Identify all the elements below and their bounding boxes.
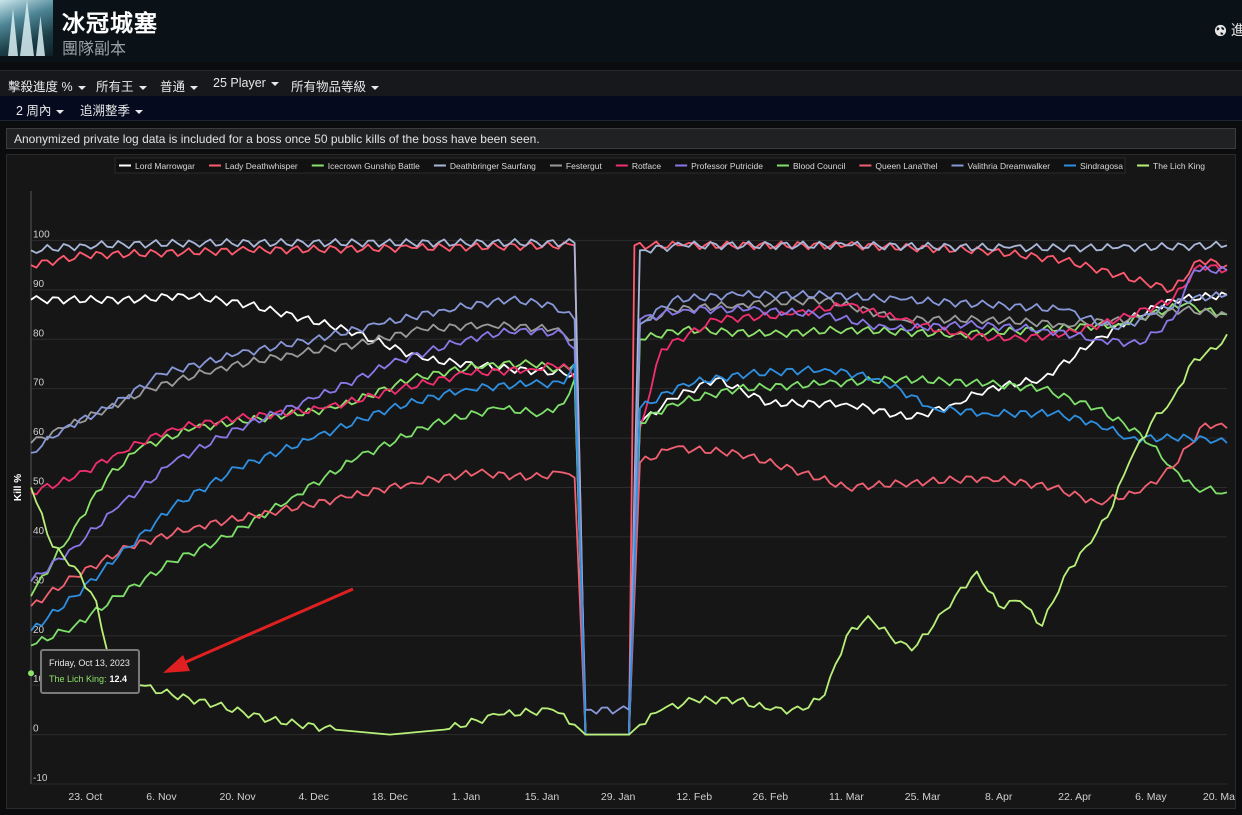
x-tick-label: 1. Jan	[452, 791, 481, 803]
y-tick-label: 10	[33, 674, 45, 685]
x-tick-label: 6. Nov	[146, 791, 177, 803]
tooltip-series: The Lich King:	[49, 674, 107, 684]
legend-entry: Valithria Dreamwalker	[968, 161, 1051, 171]
tooltip-value: 12.4	[110, 674, 128, 684]
legend-entry: Professor Putricide	[691, 161, 763, 171]
boss-label: 所有王	[96, 80, 134, 94]
series-line-the-lich-king	[30, 333, 1228, 736]
zone-header: 冰冠城塞 團隊副本 進	[0, 0, 1242, 62]
chevron-down-icon	[56, 109, 65, 114]
tooltip-box	[40, 649, 140, 694]
x-tick-label: 12. Feb	[676, 791, 712, 803]
language-label: 進	[1230, 22, 1242, 38]
legend-entry: The Lich King	[1153, 161, 1205, 171]
page-subtitle: 團隊副本	[62, 41, 127, 58]
chevron-down-icon	[135, 109, 144, 114]
page-title: 冰冠城塞	[62, 10, 158, 36]
x-tick-label: 4. Dec	[299, 791, 329, 803]
legend-entry: Festergut	[566, 161, 603, 171]
legend-entry: Blood Council	[793, 161, 846, 171]
item-level-dropdown[interactable]: 所有物品等級	[291, 76, 380, 95]
timeframe-dropdown[interactable]: 2 周內	[16, 100, 65, 119]
hover-marker	[28, 670, 34, 677]
annotation-arrow-shaft	[178, 587, 354, 667]
chart-panel: -10 0 10 20 30 40 50 60 70 80 90 100 Kill % 23. Oct 6.…	[6, 154, 1236, 809]
legend-entry: Rotface	[632, 161, 662, 171]
metric-dropdown[interactable]: 擊殺進度 %	[8, 76, 86, 95]
y-tick-label: 100	[33, 229, 50, 240]
y-tick-label: 20	[33, 625, 45, 636]
season-dropdown[interactable]: 追溯整季	[80, 100, 144, 119]
legend-entry: Deathbringer Saurfang	[450, 161, 536, 171]
legend-entry: Icecrown Gunship Battle	[328, 161, 420, 171]
raid-size-label: 25 Player	[213, 76, 266, 90]
x-tick-label: 22. Apr	[1058, 791, 1092, 803]
globe-icon	[1214, 24, 1227, 37]
timeframe-bar: 2 周內 追溯整季	[0, 96, 1242, 121]
y-tick-label: -10	[33, 773, 48, 784]
y-tick-label: 50	[33, 477, 45, 488]
x-tick-label: 25. Mar	[905, 791, 941, 803]
x-tick-label: 20. Nov	[219, 791, 256, 803]
raid-size-dropdown[interactable]: 25 Player	[213, 76, 279, 90]
item-level-label: 所有物品等級	[291, 80, 367, 94]
x-tick-label: 11. Mar	[829, 791, 864, 803]
x-tick-label: 6. May	[1135, 791, 1167, 803]
y-tick-label: 60	[33, 427, 45, 438]
private-log-notice: Anonymized private log data is included …	[6, 128, 1236, 149]
difficulty-label: 普通	[160, 80, 186, 94]
annotation-arrow-head	[163, 655, 190, 673]
zone-icon	[0, 0, 53, 56]
y-tick-label: 90	[33, 279, 45, 290]
timeframe-label: 2 周內	[16, 104, 52, 118]
y-axis-label: Kill %	[13, 474, 24, 501]
tooltip-date: Friday, Oct 13, 2023	[49, 658, 130, 668]
legend-entry: Lady Deathwhisper	[225, 161, 298, 171]
x-tick-label: 20. May	[1203, 791, 1235, 803]
chevron-down-icon	[138, 85, 147, 90]
chevron-down-icon	[190, 85, 199, 90]
x-tick-label: 26. Feb	[753, 791, 789, 803]
y-tick-label: 0	[33, 724, 39, 735]
x-tick-label: 8. Apr	[985, 791, 1013, 803]
x-tick-label: 15. Jan	[525, 791, 560, 803]
legend-entry: Lord Marrowgar	[135, 161, 195, 171]
x-tick-label: 23. Oct	[68, 791, 102, 803]
x-tick-label: 18. Dec	[372, 791, 408, 803]
chevron-down-icon	[371, 85, 380, 90]
legend-entry: Sindragosa	[1080, 161, 1123, 171]
y-tick-label: 40	[33, 526, 45, 537]
chevron-down-icon	[270, 81, 279, 86]
x-tick-label: 29. Jan	[601, 791, 636, 803]
language-button[interactable]: 進	[1214, 20, 1242, 40]
metric-label: 擊殺進度 %	[8, 80, 73, 94]
season-label: 追溯整季	[80, 104, 131, 118]
y-tick-label: 70	[33, 378, 45, 389]
difficulty-dropdown[interactable]: 普通	[160, 76, 199, 95]
legend-entry: Queen Lana'thel	[875, 161, 937, 171]
y-tick-label: 80	[33, 328, 45, 339]
filter-bar: 擊殺進度 % 所有王 普通 25 Player 所有物品等級	[0, 70, 1242, 97]
chevron-down-icon	[77, 85, 86, 90]
boss-dropdown[interactable]: 所有王	[96, 76, 147, 95]
